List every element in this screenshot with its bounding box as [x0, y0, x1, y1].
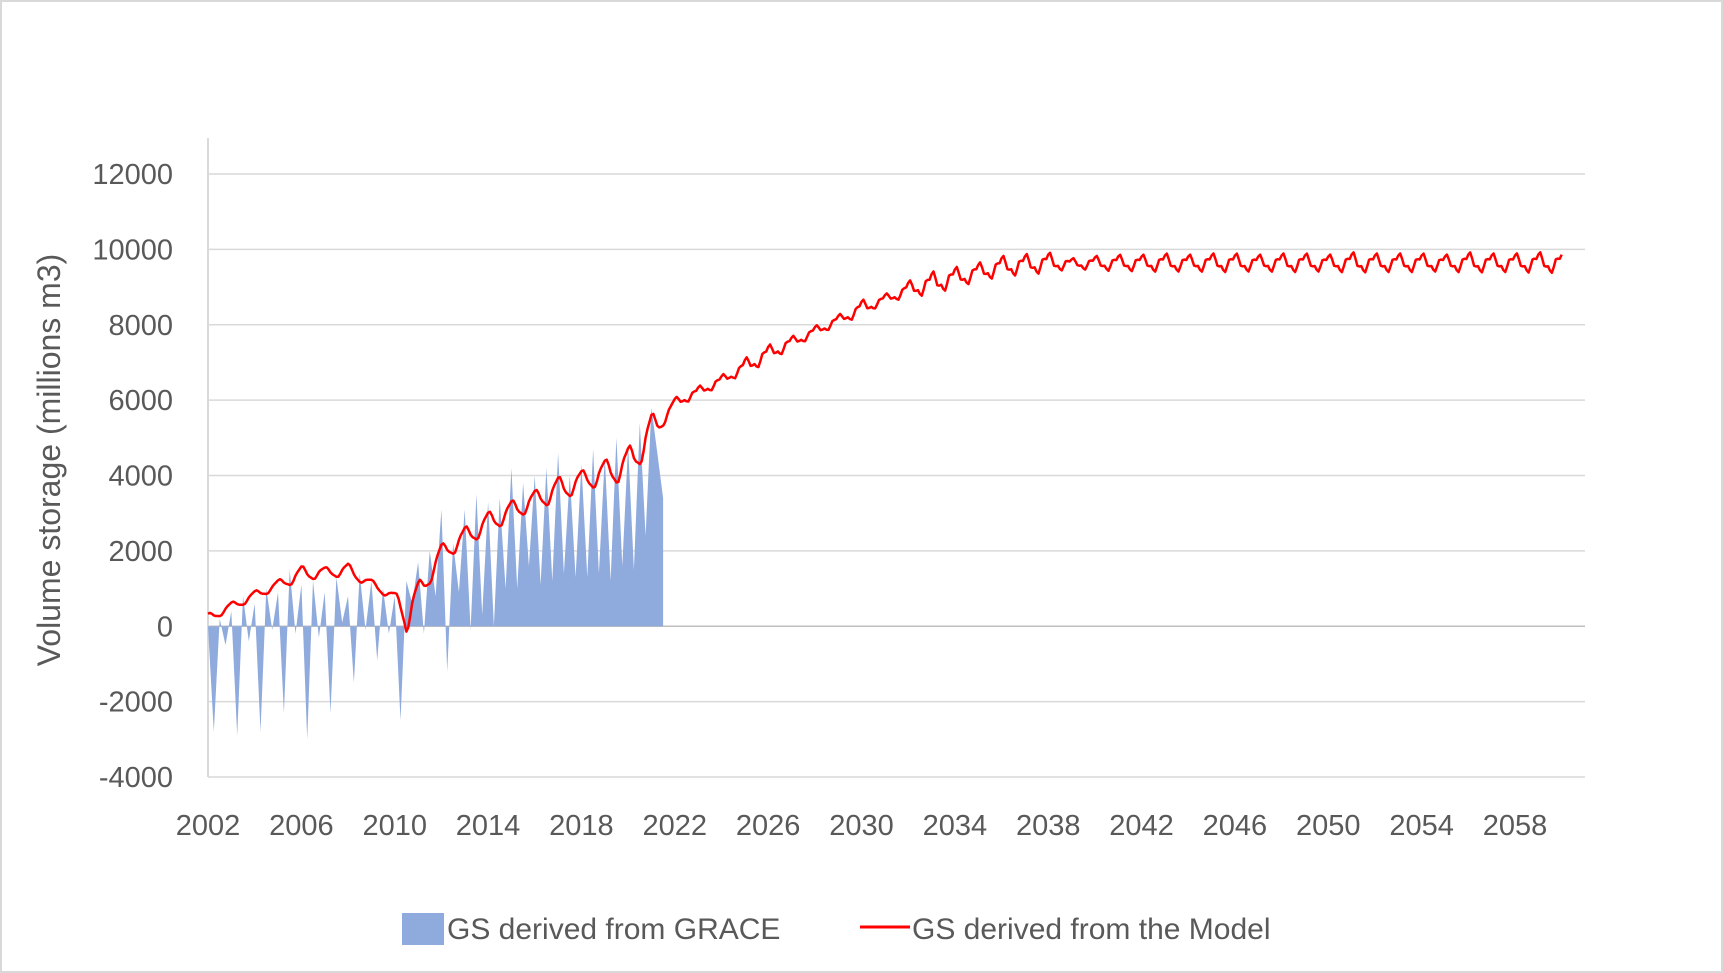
- x-tick-label: 2026: [736, 810, 801, 842]
- grace-area-series: [208, 407, 664, 740]
- x-tick-label: 2046: [1203, 810, 1268, 842]
- legend-grace-label: GS derived from GRACE: [447, 913, 780, 946]
- x-tick-label: 2034: [923, 810, 988, 842]
- y-tick-label: 2000: [108, 536, 173, 568]
- y-tick-label: 10000: [92, 234, 173, 266]
- x-tick-label: 2030: [829, 810, 894, 842]
- x-tick-label: 2014: [456, 810, 521, 842]
- x-tick-label: 2022: [643, 810, 708, 842]
- y-axis-ticks: -4000 -2000 0 2000 4000 6000 8000 10000 12000: [92, 159, 173, 794]
- legend-model-label: GS derived from the Model: [912, 913, 1271, 946]
- plot-series: [207, 251, 1563, 740]
- x-tick-label: 2018: [549, 810, 614, 842]
- y-tick-label: -2000: [99, 687, 173, 719]
- y-tick-label: 0: [157, 611, 173, 643]
- x-tick-label: 2006: [269, 810, 334, 842]
- gridlines: [208, 173, 1585, 778]
- x-tick-label: 2002: [176, 810, 241, 842]
- x-tick-label: 2054: [1389, 810, 1454, 842]
- y-tick-label: 8000: [108, 310, 173, 342]
- y-tick-label: 12000: [92, 159, 173, 191]
- x-tick-label: 2038: [1016, 810, 1081, 842]
- legend-grace-swatch: [402, 913, 444, 945]
- y-axis-title: Volume storage (millions m3): [31, 254, 67, 667]
- x-tick-label: 2010: [362, 810, 427, 842]
- x-axis-ticks: 2002 2006 2010 2014 2018 2022 2026 2030 2034 2038…: [176, 810, 1547, 842]
- y-tick-label: 4000: [108, 461, 173, 493]
- x-tick-label: 2058: [1483, 810, 1548, 842]
- y-tick-label: -4000: [99, 762, 173, 794]
- model-line-series: [207, 251, 1563, 633]
- legend: GS derived from GRACE GS derived from th…: [402, 913, 1271, 946]
- x-tick-label: 2050: [1296, 810, 1361, 842]
- x-tick-label: 2042: [1109, 810, 1174, 842]
- y-tick-label: 6000: [108, 385, 173, 417]
